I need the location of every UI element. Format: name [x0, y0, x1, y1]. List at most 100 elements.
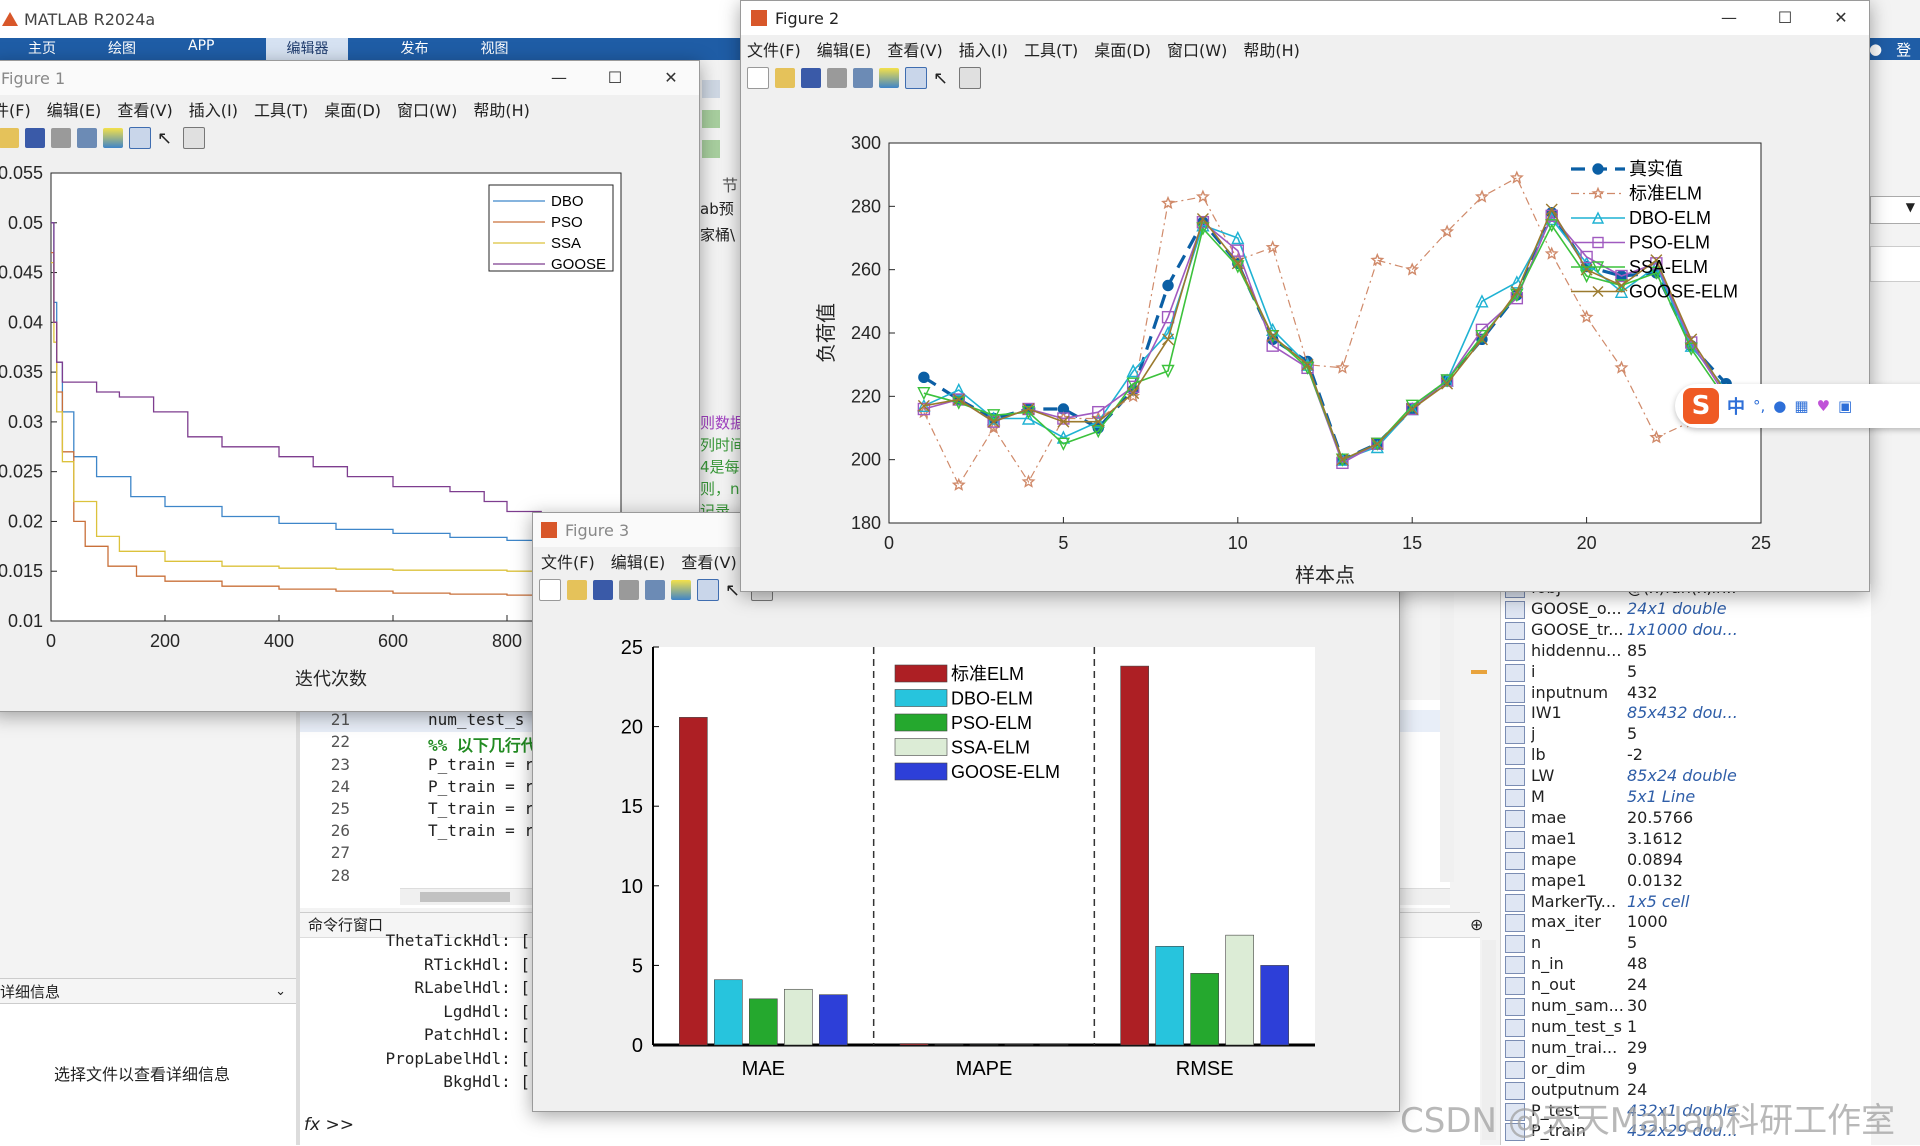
cmd-scroll-icon[interactable]: ⊕ [1470, 915, 1483, 934]
minimize-icon[interactable]: — [531, 61, 587, 95]
menu-item[interactable]: 文件(F) [747, 37, 801, 61]
link-icon[interactable] [853, 68, 873, 88]
run-section-icon[interactable] [702, 110, 720, 128]
property-editor-icon[interactable] [959, 67, 981, 89]
skin-icon[interactable]: ♥ [1817, 397, 1830, 415]
link-icon[interactable] [77, 128, 97, 148]
advance-icon[interactable] [702, 140, 720, 158]
ime-toolbar[interactable]: S 中 °, ● ▦ ♥ ▣ [1675, 384, 1920, 428]
colorbar-icon[interactable] [671, 580, 691, 600]
right-dropdown[interactable]: ▼ [1870, 196, 1920, 224]
sogou-logo-icon[interactable]: S [1683, 388, 1719, 424]
menu-item[interactable]: 查看(V) [681, 549, 736, 573]
ribbon-tab[interactable]: 主页 [28, 38, 56, 60]
open-icon[interactable] [775, 68, 795, 88]
bell-icon[interactable]: ● [1869, 40, 1882, 58]
menu-item[interactable]: 编辑(E) [817, 37, 872, 61]
workspace-variable[interactable]: num_trai...29 [1501, 1038, 1647, 1059]
legend-icon[interactable] [697, 579, 719, 601]
menu-item[interactable]: 插入(I) [189, 97, 238, 121]
chevron-down-icon[interactable]: ⌄ [275, 984, 286, 999]
minimize-icon[interactable]: — [1701, 1, 1757, 35]
legend-icon[interactable] [129, 127, 151, 149]
open-icon[interactable] [567, 580, 587, 600]
menu-item[interactable]: 编辑(E) [47, 97, 102, 121]
workspace-variable[interactable]: num_sam...30 [1501, 996, 1647, 1017]
microphone-icon[interactable]: ● [1773, 397, 1786, 415]
scroll-thumb[interactable] [420, 892, 510, 902]
menu-item[interactable]: 工具(T) [254, 97, 308, 121]
ribbon-tab[interactable]: 发布 [400, 38, 428, 60]
ribbon-tab[interactable]: 编辑器 [266, 38, 348, 60]
code-line[interactable]: 27 [300, 843, 428, 865]
save-icon[interactable] [801, 68, 821, 88]
toolbox-icon[interactable]: ▣ [1838, 397, 1852, 415]
right-field[interactable] [1870, 246, 1920, 282]
print-icon[interactable] [827, 68, 847, 88]
new-figure-icon[interactable] [747, 67, 769, 89]
menu-item[interactable]: 件(F) [0, 97, 31, 121]
save-icon[interactable] [593, 580, 613, 600]
save-icon[interactable] [25, 128, 45, 148]
menu-item[interactable]: 查看(V) [117, 97, 172, 121]
menu-item[interactable]: 帮助(H) [1243, 37, 1300, 61]
print-icon[interactable] [619, 580, 639, 600]
menu-item[interactable]: 窗口(W) [397, 97, 457, 121]
maximize-icon[interactable]: ☐ [1757, 1, 1813, 35]
workspace-variable[interactable]: GOOSE_tr...1x1000 dou... [1501, 620, 1738, 641]
menu-item[interactable]: 工具(T) [1024, 37, 1078, 61]
property-editor-icon[interactable] [183, 127, 205, 149]
keyboard-icon[interactable]: ▦ [1794, 397, 1808, 415]
maximize-icon[interactable]: ☐ [587, 61, 643, 95]
pointer-icon[interactable]: ↖ [933, 68, 953, 88]
menu-item[interactable]: 桌面(D) [1094, 37, 1151, 61]
ribbon-tab[interactable]: APP [188, 38, 214, 60]
login-button[interactable]: 登 [1896, 39, 1911, 60]
workspace-variable[interactable]: hiddennu...85 [1501, 641, 1647, 662]
figure2-titlebar[interactable]: Figure 2 [741, 1, 1869, 35]
figure2-window[interactable]: Figure 2 — ☐ ✕ 文件(F) 编辑(E) 查看(V) 插入(I) 工具(T)… [740, 0, 1870, 592]
menu-item[interactable]: 查看(V) [887, 37, 942, 61]
menu-item[interactable]: 窗口(W) [1167, 37, 1227, 61]
editor-scrollbar-v[interactable] [1440, 592, 1454, 882]
colorbar-icon[interactable] [879, 68, 899, 88]
code-line[interactable]: 22%% 以下几行代 [300, 732, 537, 754]
ribbon-tab[interactable]: 视图 [480, 38, 508, 60]
menu-item[interactable]: 编辑(E) [611, 549, 666, 573]
menu-item[interactable]: 插入(I) [959, 37, 1008, 61]
punctuation-icon[interactable]: °, [1753, 397, 1765, 415]
workspace-variable[interactable]: MarkerTy...1x5 cell [1501, 892, 1689, 913]
run-icon[interactable] [702, 80, 720, 98]
open-icon[interactable] [0, 128, 19, 148]
link-icon[interactable] [645, 580, 665, 600]
workspace-variable[interactable]: lb-2 [1501, 745, 1643, 766]
colorbar-icon[interactable] [103, 128, 123, 148]
menu-item[interactable]: 桌面(D) [324, 97, 381, 121]
pointer-icon[interactable]: ↖ [157, 128, 177, 148]
menu-item[interactable]: 文件(F) [541, 549, 595, 573]
code-line[interactable]: 28 [300, 866, 428, 888]
ime-mode-label[interactable]: 中 [1727, 393, 1745, 419]
close-icon[interactable]: ✕ [1813, 1, 1869, 35]
ribbon-tab[interactable]: 绘图 [108, 38, 136, 60]
print-icon[interactable] [51, 128, 71, 148]
legend-icon[interactable] [905, 67, 927, 89]
